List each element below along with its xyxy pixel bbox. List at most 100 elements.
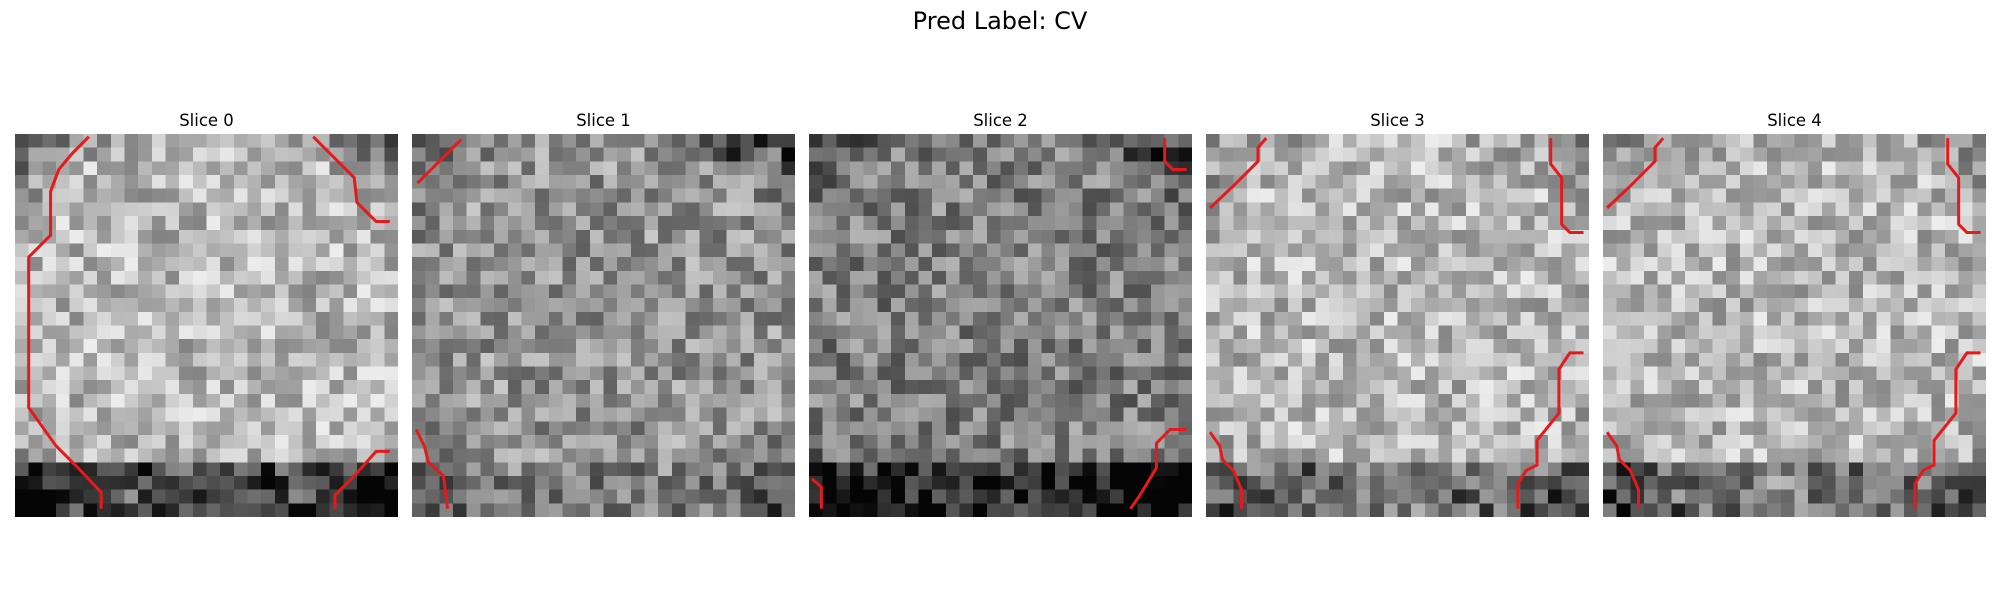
pixel-cell: [1506, 147, 1521, 162]
pixel-cell: [220, 434, 235, 449]
pixel-cell: [206, 503, 221, 517]
pixel-cell: [1849, 339, 1864, 354]
pixel-cell: [69, 175, 84, 189]
pixel-cell: [781, 216, 795, 231]
pixel-cell: [1862, 298, 1877, 313]
pixel-cell: [904, 503, 919, 517]
pixel-cell: [507, 366, 522, 381]
pixel-cell: [315, 448, 330, 463]
pixel-cell: [589, 270, 604, 285]
pixel-cell: [959, 284, 974, 299]
pixel-cell: [1506, 257, 1521, 272]
pixel-cell: [1137, 366, 1152, 381]
pixel-cell: [1055, 175, 1070, 189]
pixel-cell: [809, 243, 823, 258]
pixel-cell: [932, 270, 947, 285]
pixel-cell: [1862, 188, 1877, 203]
pixel-cell: [1630, 257, 1645, 272]
pixel-cell: [1821, 284, 1836, 299]
pixel-cell: [740, 434, 755, 449]
pixel-cell: [1712, 380, 1727, 395]
pixel-cell: [1739, 311, 1754, 326]
pixel-cell: [370, 434, 385, 449]
pixel-cell: [1150, 380, 1165, 395]
pixel-cell: [1644, 243, 1658, 258]
pixel-cell: [1849, 503, 1864, 517]
pixel-cell: [1274, 462, 1289, 477]
pixel-cell: [1657, 421, 1672, 436]
pixel-cell: [1370, 298, 1385, 313]
pixel-cell: [1465, 407, 1480, 422]
pixel-cell: [1575, 202, 1589, 217]
pixel-cell: [891, 270, 906, 285]
pixel-cell: [439, 380, 454, 395]
pixel-cell: [1000, 311, 1015, 326]
pixel-cell: [891, 421, 906, 436]
pixel-cell: [891, 216, 906, 231]
pixel-cell: [1493, 202, 1508, 217]
pixel-cell: [658, 202, 673, 217]
pixel-cell: [1630, 134, 1645, 148]
pixel-cell: [1356, 311, 1371, 326]
pixel-cell: [494, 229, 509, 244]
pixel-cell: [1438, 270, 1453, 285]
pixel-cell: [1465, 352, 1480, 367]
pixel-cell: [1342, 489, 1357, 504]
pixel-cell: [904, 325, 919, 340]
pixel-cell: [1206, 434, 1220, 449]
pixel-cell: [1630, 380, 1645, 395]
pixel-cell: [630, 257, 645, 272]
pixel-cell: [1821, 216, 1836, 231]
pixel-cell: [1808, 380, 1823, 395]
pixel-cell: [1944, 462, 1959, 477]
pixel-cell: [329, 421, 344, 436]
pixel-cell: [15, 175, 29, 189]
pixel-cell: [836, 229, 851, 244]
pixel-cell: [1383, 407, 1398, 422]
pixel-cell: [877, 257, 892, 272]
pixel-cell: [1411, 270, 1426, 285]
pixel-cell: [124, 421, 139, 436]
pixel-cell: [603, 202, 618, 217]
pixel-cell: [562, 202, 577, 217]
pixel-cell: [1657, 216, 1672, 231]
pixel-cell: [685, 475, 700, 490]
pixel-cell: [1342, 407, 1357, 422]
pixel-cell: [165, 475, 180, 490]
pixel-cell: [1958, 339, 1973, 354]
pixel-cell: [384, 284, 398, 299]
pixel-cell: [986, 503, 1001, 517]
pixel-cell: [56, 503, 70, 517]
pixel-cell: [617, 421, 632, 436]
pixel-cell: [1014, 503, 1029, 517]
pixel-cell: [986, 448, 1001, 463]
pixel-cell: [1247, 352, 1261, 367]
pixel-cell: [986, 270, 1001, 285]
pixel-cell: [110, 407, 125, 422]
pixel-cell: [1616, 284, 1631, 299]
pixel-cell: [261, 202, 276, 217]
pixel-cell: [1479, 134, 1494, 148]
pixel-cell: [1849, 434, 1864, 449]
pixel-cell: [1082, 284, 1097, 299]
pixel-cell: [1206, 352, 1220, 367]
pixel-cell: [1917, 407, 1932, 422]
pixel-cell: [781, 380, 795, 395]
pixel-cell: [699, 175, 714, 189]
pixel-cell: [1876, 134, 1891, 148]
pixel-cell: [384, 434, 398, 449]
pixel-cell: [384, 407, 398, 422]
pixel-cell: [179, 503, 194, 517]
pixel-cell: [192, 352, 207, 367]
pixel-cell: [1411, 434, 1426, 449]
pixel-cell: [959, 188, 974, 203]
pixel-cell: [945, 352, 960, 367]
pixel-cell: [850, 462, 864, 477]
pixel-cell: [535, 311, 550, 326]
pixel-cell: [1808, 421, 1823, 436]
pixel-cell: [767, 339, 782, 354]
pixel-cell: [1260, 366, 1275, 381]
pixel-cell: [274, 311, 289, 326]
pixel-cell: [28, 188, 43, 203]
pixel-cell: [1123, 175, 1138, 189]
